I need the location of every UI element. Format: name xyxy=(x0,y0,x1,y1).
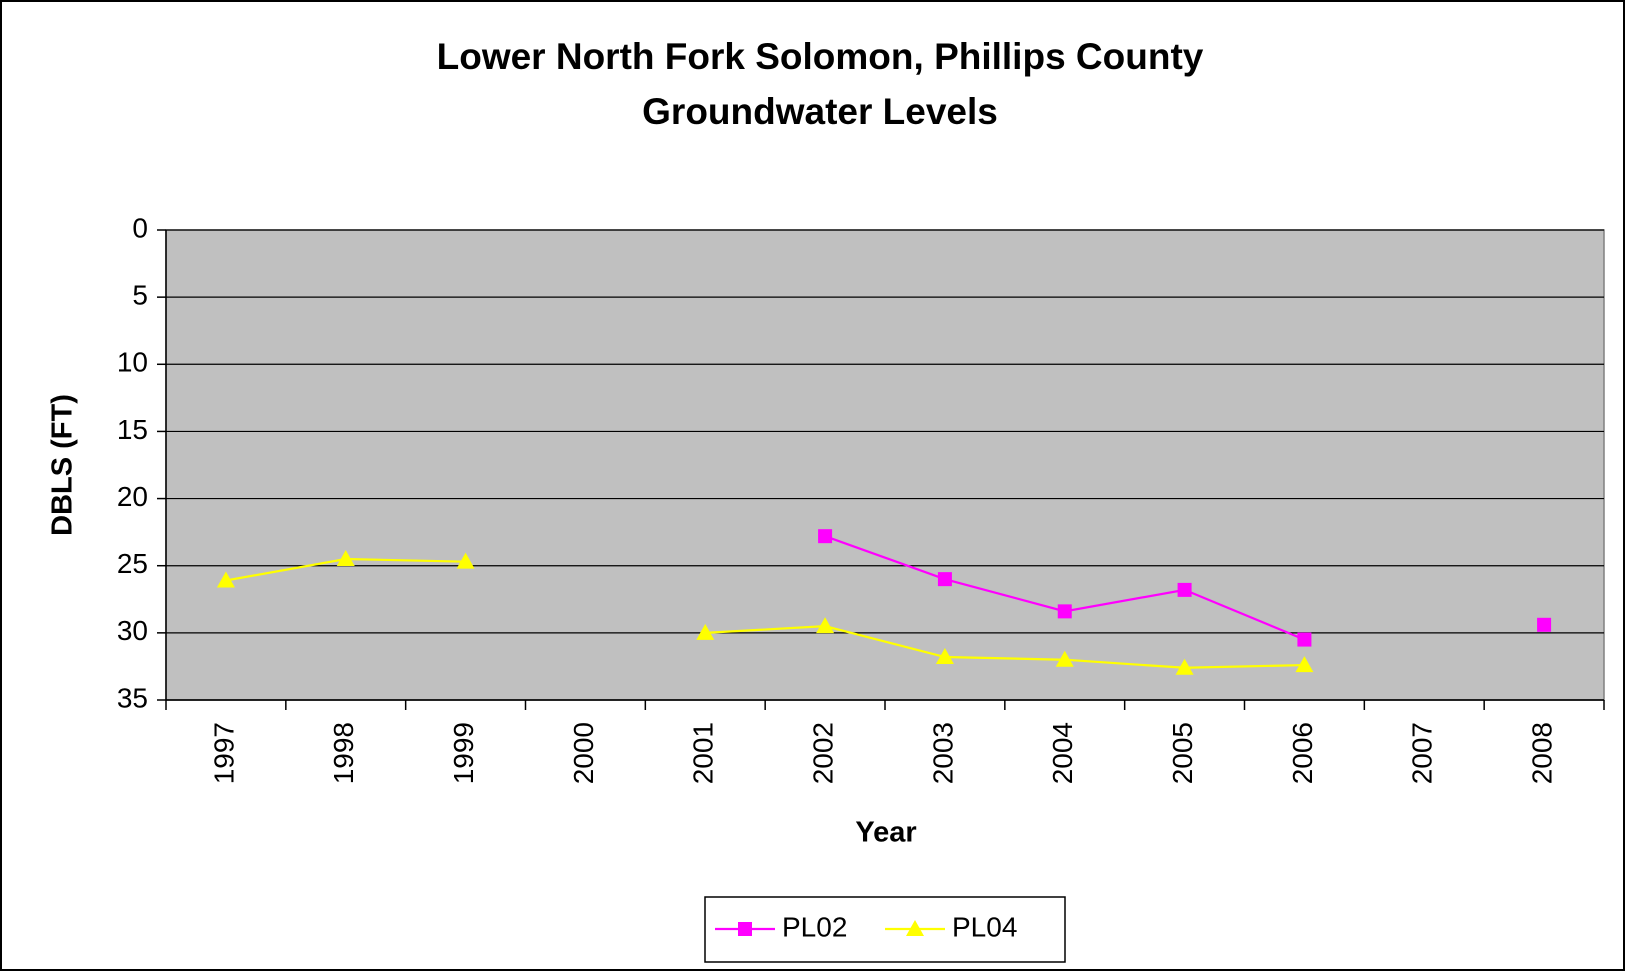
data-point xyxy=(696,623,715,640)
legend-label: PL04 xyxy=(952,911,1017,942)
x-tick-label: 2008 xyxy=(1526,722,1557,784)
y-tick-label: 30 xyxy=(117,615,148,646)
x-tick-label: 1998 xyxy=(328,722,359,784)
data-point xyxy=(336,550,355,566)
x-tick-label: 2001 xyxy=(688,722,719,784)
y-tick-label: 25 xyxy=(117,548,148,579)
chart-title: Groundwater Levels xyxy=(642,91,998,132)
x-tick-label: 2005 xyxy=(1167,722,1198,784)
y-tick-label: 0 xyxy=(132,212,148,243)
x-tick-label: 2002 xyxy=(807,722,838,784)
x-tick-label: 2007 xyxy=(1407,722,1438,784)
data-point xyxy=(816,617,835,634)
legend-label: PL02 xyxy=(782,911,847,942)
y-axis-label: DBLS (FT) xyxy=(47,394,79,536)
data-point xyxy=(1297,632,1312,647)
plot-area xyxy=(165,229,1605,701)
x-axis-label: Year xyxy=(855,817,916,849)
data-point xyxy=(1177,582,1192,597)
legend-marker xyxy=(738,922,752,936)
x-tick-label: 2000 xyxy=(568,722,599,784)
data-point xyxy=(1057,604,1072,619)
x-tick-label: 1997 xyxy=(208,722,239,784)
data-point xyxy=(818,529,833,544)
chart-title: Lower North Fork Solomon, Phillips Count… xyxy=(437,36,1204,77)
y-tick-label: 20 xyxy=(117,481,148,512)
x-tick-label: 2006 xyxy=(1287,722,1318,784)
y-tick-label: 5 xyxy=(132,280,148,311)
data-point xyxy=(216,571,235,588)
data-point xyxy=(937,572,952,587)
data-point xyxy=(1295,656,1314,673)
y-tick-label: 35 xyxy=(117,682,148,713)
x-tick-label: 2004 xyxy=(1047,722,1078,784)
x-tick-label: 1999 xyxy=(448,722,479,784)
data-point xyxy=(1537,617,1552,632)
data-point xyxy=(1055,650,1074,667)
y-tick-label: 10 xyxy=(117,347,148,378)
data-point xyxy=(456,552,475,569)
data-point xyxy=(1175,658,1194,675)
data-point xyxy=(935,648,954,665)
x-tick-label: 2003 xyxy=(927,722,958,784)
legend-marker xyxy=(906,920,924,936)
y-tick-label: 15 xyxy=(117,414,148,445)
